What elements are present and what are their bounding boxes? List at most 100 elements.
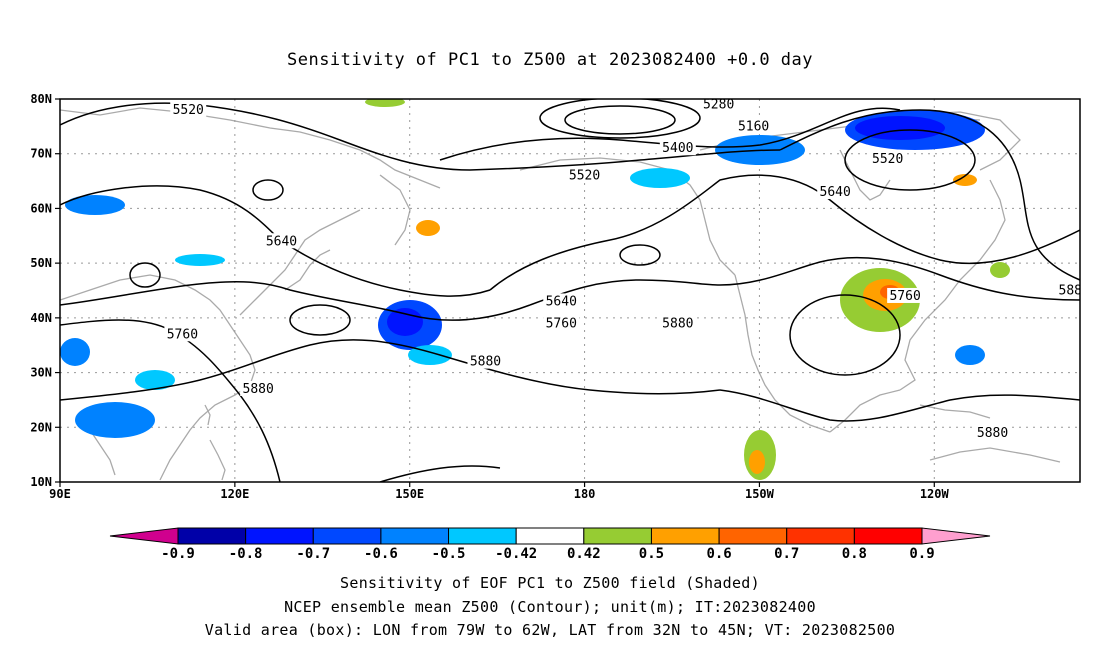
- contour-5760-mid: [529, 256, 1080, 306]
- coast-gulf: [829, 389, 901, 433]
- blob-asia-cyan: [135, 370, 175, 390]
- colorbar-swatch: [245, 527, 314, 545]
- colorbar-label: 0.42: [567, 546, 601, 562]
- contour-5280-low: [539, 99, 701, 139]
- contour-inner-west: [129, 262, 161, 288]
- contour-label-5280: 5280: [703, 97, 734, 112]
- contour-label-bg: [974, 424, 1011, 440]
- contour-label-5880: 5880: [470, 355, 501, 370]
- colorbar-label: -0.5: [432, 546, 466, 562]
- coast-na-east: [899, 179, 1006, 391]
- colorbar-label: 0.8: [842, 546, 867, 562]
- colorbar-label: -0.9: [161, 546, 195, 562]
- contour-5160-low: [564, 105, 676, 135]
- colorbar-label: -0.42: [495, 546, 537, 562]
- contour-label-5760: 5760: [167, 327, 198, 342]
- contour-label-5880: 5880: [243, 382, 274, 397]
- contour-label-5520: 5520: [569, 169, 600, 184]
- coast-hudson: [839, 149, 891, 201]
- lat-label-60N: 60N: [30, 201, 52, 215]
- colorbar-label: 0.9: [909, 546, 934, 562]
- lon-label-180: 180: [574, 487, 596, 501]
- coast-korea: [239, 209, 361, 316]
- lat-label-30N: 30N: [30, 366, 52, 380]
- blob-labrador-orange: [953, 174, 977, 186]
- colorbar-label: 0.7: [774, 546, 799, 562]
- colorbar-labels: -0.9 -0.8 -0.7 -0.6 -0.5 -0.42 0.42 0.5 0.6 0.7 0.…: [161, 546, 935, 562]
- contour-label-bg: [659, 315, 696, 331]
- contour-inner-asia: [252, 179, 284, 201]
- coast-kamchatka: [379, 174, 411, 246]
- colorbar-label: -0.7: [296, 546, 330, 562]
- contour-label-5640: 5640: [820, 185, 851, 200]
- blob-pacific-orange: [416, 220, 440, 236]
- contour-label-bg: [817, 184, 854, 200]
- colorbar-label: 0.5: [639, 546, 664, 562]
- colorbar-swatch: [515, 527, 585, 545]
- coast-caribbean: [919, 404, 991, 419]
- coast-indochina: [89, 429, 116, 476]
- contour-label-bg: [659, 140, 696, 156]
- colorbar-label: 0.6: [706, 546, 731, 562]
- contour-5520-east: [779, 109, 1080, 281]
- lon-label-120W: 120W: [920, 487, 950, 501]
- coast-taiwan: [204, 404, 211, 426]
- lon-label-120E: 120E: [220, 487, 249, 501]
- blob-west-blue: [60, 338, 90, 366]
- contour-label-bg: [1056, 282, 1080, 298]
- contour-label-bg: [467, 353, 504, 369]
- colorbar-label: -0.8: [229, 546, 263, 562]
- contour-5880-south: [379, 465, 501, 482]
- coast-asia-east: [60, 274, 256, 481]
- blob-west-cyan: [175, 254, 225, 266]
- contour-label-5880: 5880: [977, 426, 1008, 441]
- colorbar-swatch: [718, 527, 788, 545]
- contour-label-bg: [700, 99, 737, 112]
- blob-pacific-cyan: [408, 345, 452, 365]
- contour-label-5760: 5760: [889, 289, 920, 304]
- contour-5880-high-na: [789, 294, 901, 376]
- contour-label-5160: 5160: [738, 119, 769, 134]
- contour-inner-pacific: [619, 244, 661, 266]
- colorbar-label: -0.6: [364, 546, 398, 562]
- lon-label-90E: 90E: [49, 487, 71, 501]
- contour-label-5760: 5760: [546, 316, 577, 331]
- contour-5640-mid: [489, 174, 1080, 291]
- contour-label-5640: 5640: [266, 234, 297, 249]
- blob-atlantic-green: [990, 262, 1010, 278]
- contour-label-5520: 5520: [872, 152, 903, 167]
- contour-label-bg: [170, 101, 207, 117]
- lat-label-80N: 80N: [30, 92, 52, 106]
- contour-label-bg: [735, 118, 772, 134]
- coastlines: [60, 107, 1061, 481]
- blob-northwest: [65, 195, 125, 215]
- colorbar-swatch: [448, 527, 517, 545]
- lat-label-70N: 70N: [30, 147, 52, 161]
- contour-5880-high-pacific: [289, 304, 351, 336]
- contour-labels: 5520528051605400552055205400564056405640…: [164, 97, 1090, 441]
- contour-label-bg: [543, 293, 580, 309]
- contour-5640-south: [60, 319, 281, 482]
- caption-contour: NCEP ensemble mean Z500 (Contour); unit(…: [284, 598, 816, 616]
- colorbar-swatch: [786, 527, 855, 545]
- contour-label-5640: 5640: [546, 294, 577, 309]
- coast-asia-north: [60, 107, 441, 189]
- blob-arctic-cyan: [630, 168, 690, 188]
- contour-5880-west: [60, 339, 721, 401]
- contour-label-bg: [263, 233, 300, 249]
- lon-label-150E: 150E: [395, 487, 424, 501]
- coast-alaska: [519, 157, 736, 276]
- contour-5760-west: [60, 281, 531, 321]
- colorbar-swatch: [177, 527, 247, 545]
- lon-label-150W: 150W: [745, 487, 775, 501]
- blob-southwest-orange: [749, 450, 765, 474]
- lat-label-50N: 50N: [30, 256, 52, 270]
- colorbar-swatch: [650, 527, 720, 545]
- colorbar-swatch: [583, 527, 652, 545]
- blob-pacific-dark: [387, 308, 423, 336]
- colorbar-swatch: [380, 527, 450, 545]
- blob-east-blue: [955, 345, 985, 365]
- colorbar-swatch: [853, 527, 923, 545]
- contour-label-5880: 5880: [1059, 284, 1090, 299]
